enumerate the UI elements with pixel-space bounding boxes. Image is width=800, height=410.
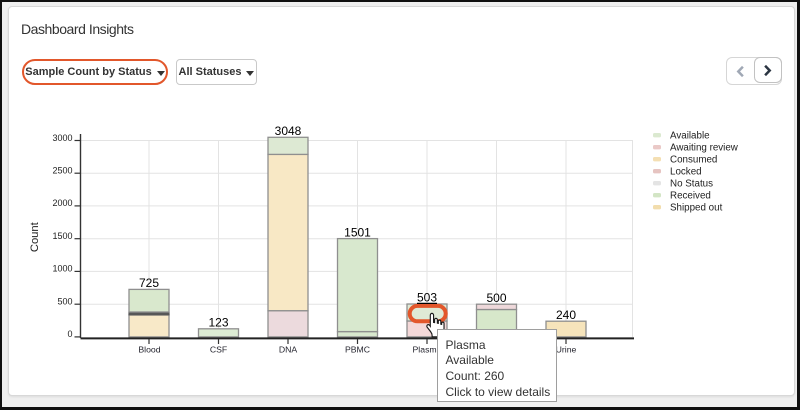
svg-text:Available: Available [670,131,710,142]
svg-text:PBMC: PBMC [345,345,370,355]
svg-text:Count: Count [29,221,41,252]
svg-text:725: 725 [139,276,159,290]
svg-text:500: 500 [57,297,72,307]
svg-text:500: 500 [486,291,506,305]
svg-text:0: 0 [67,329,72,339]
svg-text:Blood: Blood [138,345,160,355]
svg-text:CSF: CSF [210,345,227,355]
svg-text:No Status: No Status [670,179,713,190]
svg-text:1500: 1500 [52,231,72,241]
svg-text:2000: 2000 [52,198,72,208]
svg-text:Received: Received [670,191,711,202]
svg-text:Awaiting review: Awaiting review [670,143,739,154]
svg-text:DNA: DNA [279,345,298,355]
svg-text:Locked: Locked [670,167,702,178]
svg-text:Plasma: Plasma [413,345,442,355]
svg-text:123: 123 [208,316,228,330]
svg-text:1501: 1501 [344,225,371,239]
svg-text:Urine: Urine [556,345,577,355]
svg-text:503: 503 [417,291,437,305]
svg-text:Consumed: Consumed [670,155,717,166]
svg-text:1000: 1000 [52,264,72,274]
svg-text:3048: 3048 [275,124,302,138]
svg-text:2500: 2500 [52,166,72,176]
svg-text:Shipped out: Shipped out [670,203,723,214]
svg-text:3000: 3000 [52,133,72,143]
svg-text:240: 240 [556,308,576,322]
